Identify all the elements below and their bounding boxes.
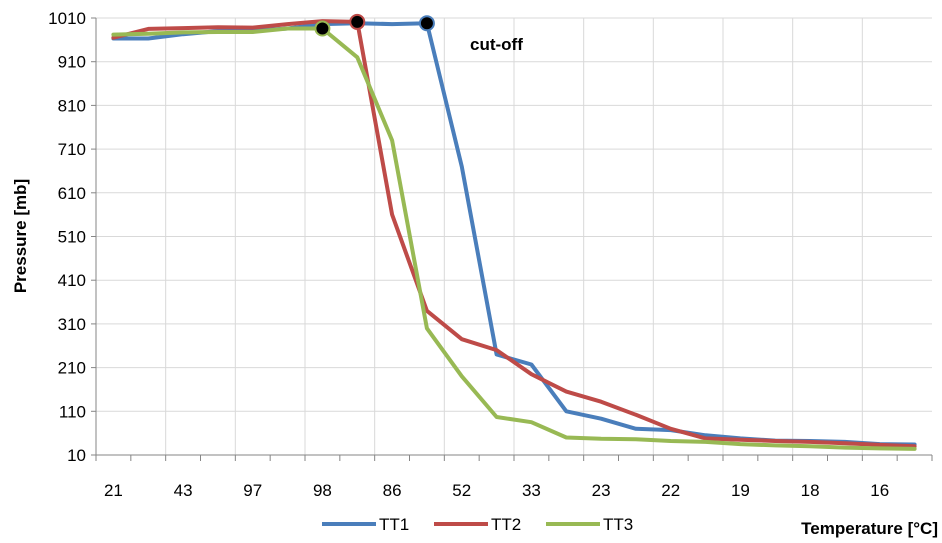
axes xyxy=(91,17,933,461)
legend-label-tt2: TT2 xyxy=(491,515,521,534)
x-tick-label-7: 23 xyxy=(592,481,611,500)
x-tick-label-1: 43 xyxy=(174,481,193,500)
y-tick-label-3: 310 xyxy=(58,315,86,334)
y-tick-label-6: 610 xyxy=(58,184,86,203)
legend-label-tt3: TT3 xyxy=(603,515,633,534)
y-tick-label-0: 10 xyxy=(67,446,86,465)
x-axis-title: Temperature [°C] xyxy=(801,519,938,538)
series-lines xyxy=(111,19,917,451)
y-tick-label-4: 410 xyxy=(58,271,86,290)
x-tick-labels: 21 43 97 98 86 52 33 23 22 19 18 16 xyxy=(104,481,889,500)
y-tick-label-10: 1010 xyxy=(48,9,86,28)
y-tick-label-9: 910 xyxy=(58,53,86,72)
x-tick-label-2: 97 xyxy=(243,481,262,500)
legend-label-tt1: TT1 xyxy=(379,515,409,534)
y-tick-label-2: 210 xyxy=(58,359,86,378)
cutoff-marker-tt2 xyxy=(349,13,366,30)
cutoff-annotation: cut-off xyxy=(470,35,523,54)
x-tick-label-4: 86 xyxy=(383,481,402,500)
x-tick-label-9: 19 xyxy=(731,481,750,500)
series-line-tt2 xyxy=(111,19,917,449)
gridlines xyxy=(96,17,932,456)
cutoff-marker-tt3 xyxy=(314,20,331,37)
x-tick-label-6: 33 xyxy=(522,481,541,500)
y-tick-label-8: 810 xyxy=(58,96,86,115)
x-tick-label-10: 18 xyxy=(801,481,820,500)
y-tick-label-1: 110 xyxy=(59,402,86,421)
x-tick-label-11: 16 xyxy=(870,481,889,500)
x-tick-label-0: 21 xyxy=(104,481,123,500)
series-line-tt3 xyxy=(111,26,917,451)
y-axis-title: Pressure [mb] xyxy=(11,179,30,293)
x-tick-label-5: 52 xyxy=(452,481,471,500)
legend: TT1 TT2 TT3 xyxy=(322,515,633,534)
cutoff-marker-tt1 xyxy=(418,15,435,32)
cutoff-markers xyxy=(314,13,435,37)
x-tick-label-8: 22 xyxy=(661,481,680,500)
y-tick-label-5: 510 xyxy=(58,228,86,247)
x-tick-label-3: 98 xyxy=(313,481,332,500)
y-tick-label-7: 710 xyxy=(58,140,86,159)
y-tick-labels: 10 110 210 310 410 510 610 710 810 910 1010 xyxy=(48,9,86,465)
